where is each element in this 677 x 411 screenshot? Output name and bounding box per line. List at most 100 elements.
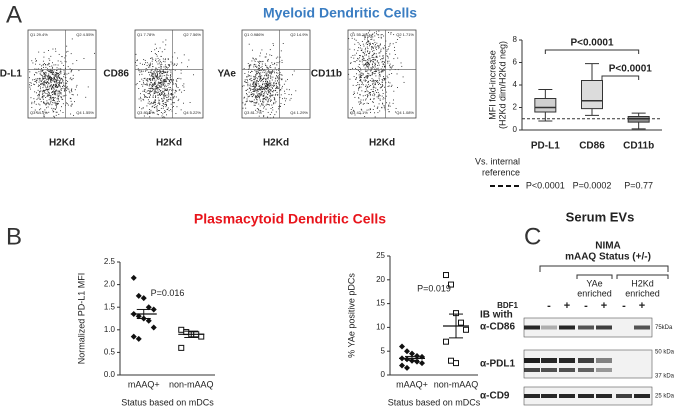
point: [135, 335, 142, 342]
point: [178, 344, 185, 351]
lane-label: -: [622, 300, 626, 312]
y-tick-label: 2.0: [104, 280, 116, 289]
flow-events: [348, 30, 405, 118]
point: [150, 324, 157, 331]
point: [135, 313, 142, 320]
ref-pvalue: P<0.0001: [526, 180, 565, 190]
y-tick-label: 1.5: [104, 302, 116, 311]
point: [463, 326, 469, 333]
annotation: P=0.019: [417, 284, 451, 294]
blot-band: [541, 358, 557, 363]
y-tick-label: 10: [376, 323, 385, 332]
group-label: mAAQ Status (+/-): [565, 252, 651, 263]
blot-band: [596, 394, 612, 398]
y-tick-label: 0.0: [104, 370, 116, 379]
y-tick-label: 2: [513, 103, 518, 112]
kda-marker: 75kDa: [655, 325, 673, 331]
panel-letter: C: [524, 223, 541, 250]
point: [409, 350, 415, 357]
blot-band: [616, 394, 632, 398]
x-tick-label: CD11b: [623, 141, 654, 152]
blot-band: [541, 325, 557, 330]
x-tick-label: PD-L1: [531, 141, 560, 152]
flow-x-label: H2Kd: [369, 138, 395, 149]
blot-band: [596, 368, 612, 372]
flow-x-label: H2Kd: [49, 138, 75, 149]
enrich-bracket: [576, 274, 613, 279]
blot-band: [634, 325, 650, 330]
flow-frame: [241, 29, 311, 119]
panel-title: Myeloid Dendritic Cells: [263, 5, 417, 21]
y-tick-label: 0.5: [104, 348, 116, 357]
kda-marker: 50 kDa: [655, 350, 675, 356]
flow-frame: [347, 29, 417, 119]
quadrant-label: Q2 7.56%: [183, 32, 201, 37]
x-tick-label: mAAQ+: [396, 379, 428, 389]
flow-x-label: H2Kd: [263, 138, 289, 149]
comparison-label: P<0.0001: [570, 38, 614, 49]
enrich-label: H2Kd: [631, 278, 654, 288]
blot-band: [559, 368, 575, 372]
blot-band: [524, 368, 540, 372]
quadrant-label: Q4 1.29%: [290, 110, 308, 115]
y-axis-label: % YAe positive pDCs: [346, 273, 356, 358]
point: [458, 319, 464, 326]
blot-strip: [523, 349, 653, 379]
lane-label: -: [584, 300, 588, 312]
point: [404, 356, 410, 363]
quadrant-label: Q3 64.4%: [30, 110, 48, 115]
y-axis-label: MFI fold-increase: [487, 50, 497, 120]
kda-marker: 37 kDa: [655, 374, 675, 380]
point: [130, 274, 137, 281]
y-tick-label: 15: [376, 299, 385, 308]
point: [404, 364, 410, 371]
point: [453, 360, 459, 367]
lane-label: -: [547, 300, 551, 312]
group-label: NIMA: [595, 241, 621, 252]
blot-band: [559, 394, 575, 398]
quadrant-label: Q2 1.71%: [396, 32, 414, 37]
blot-band: [524, 394, 540, 398]
quadrant-label: Q1 7.78%: [137, 32, 155, 37]
quadrant-label: Q1 29.4%: [30, 32, 48, 37]
blot-band: [578, 394, 594, 398]
blot-band: [524, 358, 540, 363]
ref-note: Vs. internal: [475, 156, 520, 166]
ib-label: IB with: [480, 310, 513, 321]
flow-events: [28, 38, 96, 118]
point: [178, 326, 185, 333]
blot-band: [559, 358, 575, 363]
quadrant-label: Q4 5.22%: [183, 110, 201, 115]
comparison-label: P<0.0001: [609, 64, 653, 75]
ref-pvalue: P=0.77: [624, 180, 653, 190]
y-tick-label: 0: [381, 370, 386, 379]
point: [140, 295, 147, 302]
flow-events: [242, 43, 297, 119]
point: [145, 304, 152, 311]
blot-band: [578, 358, 594, 363]
panel-title: Serum EVs: [566, 209, 635, 224]
y-tick-label: 2.5: [104, 257, 116, 266]
point: [399, 362, 405, 369]
y-tick-label: 0: [513, 125, 518, 134]
blot-band: [559, 325, 575, 330]
antibody-label: α-CD86: [480, 322, 515, 333]
group-bracket: [539, 265, 669, 272]
point: [419, 353, 425, 360]
y-axis-label: Normalized PD-L1 MFI: [76, 273, 86, 365]
point: [443, 338, 449, 345]
flow-y-label: PD-L1: [0, 69, 22, 80]
quadrant-label: Q3 81.7%: [244, 110, 262, 115]
y-tick-label: 1.0: [104, 325, 116, 334]
flow-y-label: CD86: [103, 69, 129, 80]
flow-frame: [134, 29, 204, 119]
blot-band: [524, 325, 540, 330]
y-tick-label: 25: [376, 251, 385, 260]
point: [135, 292, 142, 299]
x-tick-label: CD86: [579, 141, 605, 152]
point: [404, 348, 410, 355]
blot-band: [596, 358, 612, 363]
ref-pvalue: P=0.0002: [573, 180, 612, 190]
blot-band: [596, 325, 612, 330]
